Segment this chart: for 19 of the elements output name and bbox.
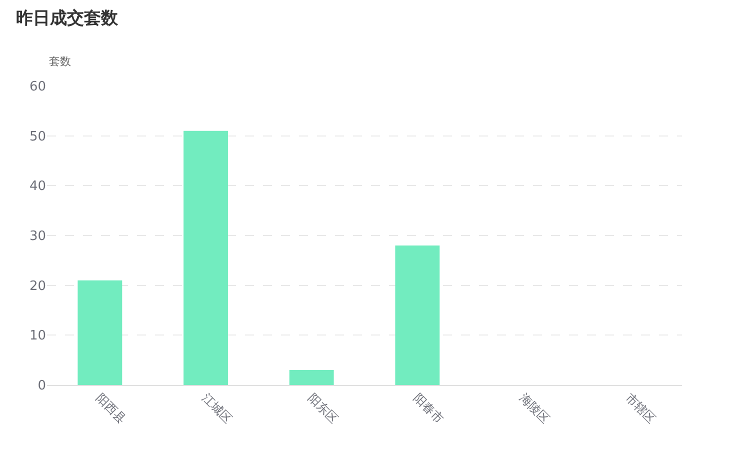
y-tick-label: 0	[38, 378, 46, 394]
x-tick-label: 阳西县	[94, 390, 129, 426]
x-tick-label: 海陵区	[516, 390, 552, 426]
y-axis-title: 套数	[49, 55, 71, 68]
y-tick-label: 50	[29, 129, 46, 144]
x-tick-label: 阳春市	[411, 390, 446, 426]
bar	[289, 370, 334, 385]
x-tick-label: 阳东区	[305, 390, 341, 426]
y-tick-label: 30	[29, 229, 46, 244]
bar	[78, 280, 122, 385]
y-tick-label: 10	[29, 328, 46, 344]
y-tick-label: 40	[29, 179, 46, 194]
y-tick-label: 60	[29, 80, 46, 95]
x-tick-label: 市辖区	[622, 390, 658, 426]
bar	[395, 245, 440, 385]
chart-title: 昨日成交套数	[16, 8, 120, 29]
y-tick-label: 20	[29, 278, 46, 294]
bar	[184, 130, 228, 385]
x-tick-label: 江城区	[199, 390, 235, 426]
